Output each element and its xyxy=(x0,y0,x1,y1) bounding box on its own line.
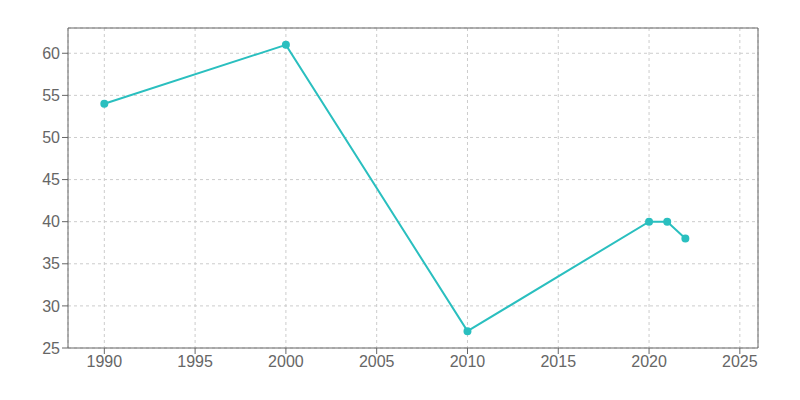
svg-text:2025: 2025 xyxy=(722,353,758,370)
svg-text:2005: 2005 xyxy=(359,353,395,370)
svg-text:2000: 2000 xyxy=(268,353,304,370)
svg-text:1990: 1990 xyxy=(87,353,123,370)
svg-text:2015: 2015 xyxy=(540,353,576,370)
svg-text:35: 35 xyxy=(42,255,60,272)
svg-text:45: 45 xyxy=(42,171,60,188)
svg-text:1995: 1995 xyxy=(177,353,213,370)
svg-text:55: 55 xyxy=(42,87,60,104)
svg-text:25: 25 xyxy=(42,340,60,357)
svg-text:40: 40 xyxy=(42,213,60,230)
svg-text:60: 60 xyxy=(42,45,60,62)
svg-text:2010: 2010 xyxy=(450,353,486,370)
svg-text:30: 30 xyxy=(42,298,60,315)
svg-text:2020: 2020 xyxy=(631,353,667,370)
svg-text:50: 50 xyxy=(42,129,60,146)
